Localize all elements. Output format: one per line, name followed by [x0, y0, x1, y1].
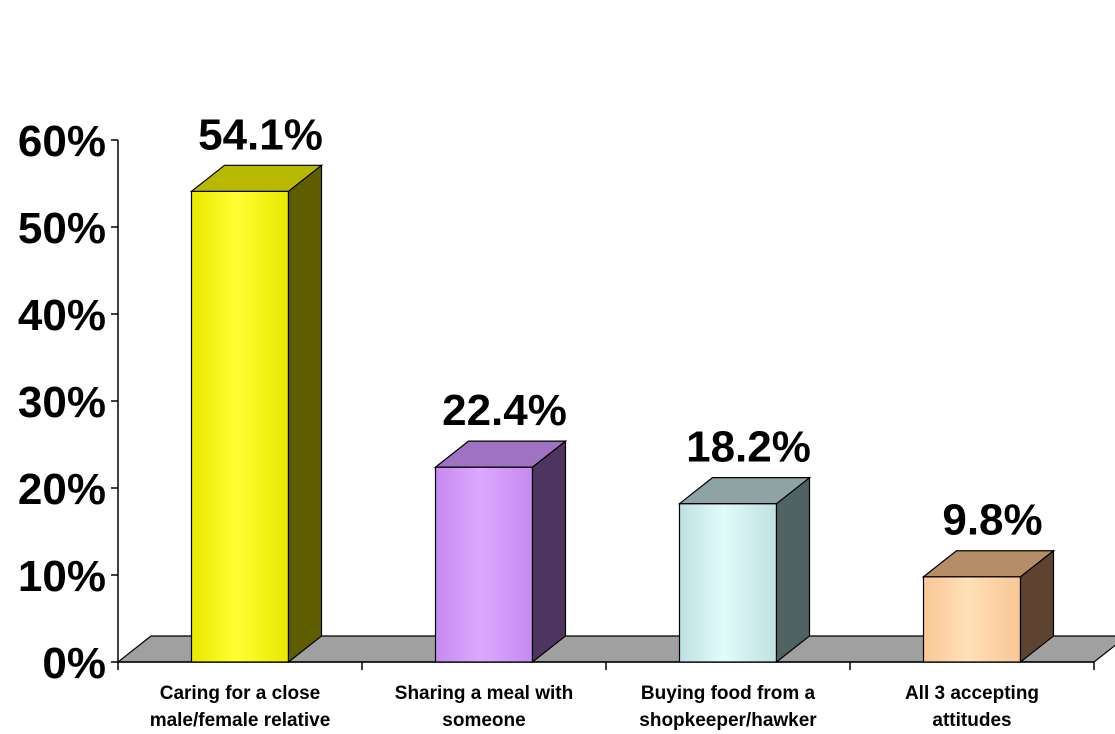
data-label: 18.2%	[686, 423, 811, 472]
bar-top-face	[921, 550, 1056, 578]
x-category-label-line: Buying food from a	[641, 683, 816, 704]
x-category-label: Sharing a meal with someone	[395, 683, 573, 731]
chart-bars-layer	[189, 164, 1056, 664]
y-tick-label: 30%	[18, 378, 106, 427]
bar-front-face	[434, 466, 534, 663]
bar-front-face	[190, 190, 290, 663]
x-category-label-line: Caring for a close	[160, 683, 321, 704]
x-category-label: Buying food from a shopkeeper/hawker	[639, 683, 817, 731]
chart-axis-layer: 0% 10% 20% 30% 40% 50% 60%	[18, 117, 1095, 688]
x-category-label-line: attitudes	[932, 710, 1011, 731]
bar-side-face	[531, 439, 567, 664]
x-category-label-line: shopkeeper/hawker	[639, 710, 817, 731]
x-category-label-line: Sharing a meal with	[395, 683, 573, 704]
bar-front-face	[922, 576, 1022, 663]
chart-labels-layer: 54.1% Caring for a close male/female relat…	[150, 110, 1043, 731]
x-category-label-line: All 3 accepting	[905, 683, 1039, 704]
y-tick-label: 20%	[18, 465, 106, 514]
y-tick-label: 10%	[18, 552, 106, 601]
x-category-label-line: male/female relative	[150, 710, 331, 731]
bar	[189, 164, 324, 664]
bar	[921, 549, 1056, 664]
bar-top-face	[433, 440, 568, 468]
bar-top-face	[189, 164, 324, 192]
bar-side-face	[287, 164, 323, 664]
y-tick-label: 40%	[18, 291, 106, 340]
bar-front-face	[678, 503, 778, 663]
bar-top-face	[677, 477, 812, 505]
bar	[433, 439, 568, 664]
data-label: 22.4%	[442, 386, 567, 435]
y-tick-label: 60%	[18, 117, 106, 166]
bar	[677, 476, 812, 664]
x-category-label: All 3 accepting attitudes	[905, 683, 1039, 731]
x-category-label: Caring for a close male/female relative	[150, 683, 331, 731]
bar-side-face	[775, 476, 811, 664]
x-category-label-line: someone	[442, 710, 525, 731]
y-tick-label: 50%	[18, 204, 106, 253]
data-label: 9.8%	[942, 496, 1042, 545]
data-label: 54.1%	[198, 110, 323, 159]
y-tick-label: 0%	[42, 639, 106, 688]
